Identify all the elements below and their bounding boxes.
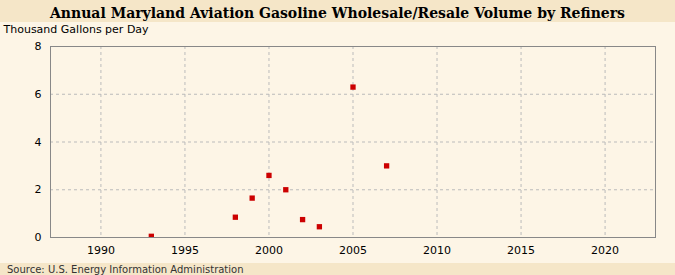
svg-text:2: 2 xyxy=(35,183,42,196)
html-text:Source: U.S. Energy Informatio: Source: U.S. Energy Information Administ… xyxy=(7,264,244,275)
svg-text:2010: 2010 xyxy=(423,244,451,257)
svg-text:2000: 2000 xyxy=(255,244,283,257)
svg-text:0: 0 xyxy=(35,231,42,244)
svg-text:2020: 2020 xyxy=(591,244,619,257)
html-text:Annual Maryland Aviation Gasol: Annual Maryland Aviation Gasoline Wholes… xyxy=(50,5,625,21)
svg-text:8: 8 xyxy=(35,40,42,53)
svg-text:2015: 2015 xyxy=(507,244,535,257)
svg-text:1995: 1995 xyxy=(171,244,199,257)
svg-text:1990: 1990 xyxy=(87,244,115,257)
svg-text:Thousand Gallons per Day: Thousand Gallons per Day xyxy=(3,23,150,36)
svg-text:2005: 2005 xyxy=(339,244,367,257)
svg-text:4: 4 xyxy=(35,136,42,149)
svg-text:6: 6 xyxy=(35,88,42,101)
